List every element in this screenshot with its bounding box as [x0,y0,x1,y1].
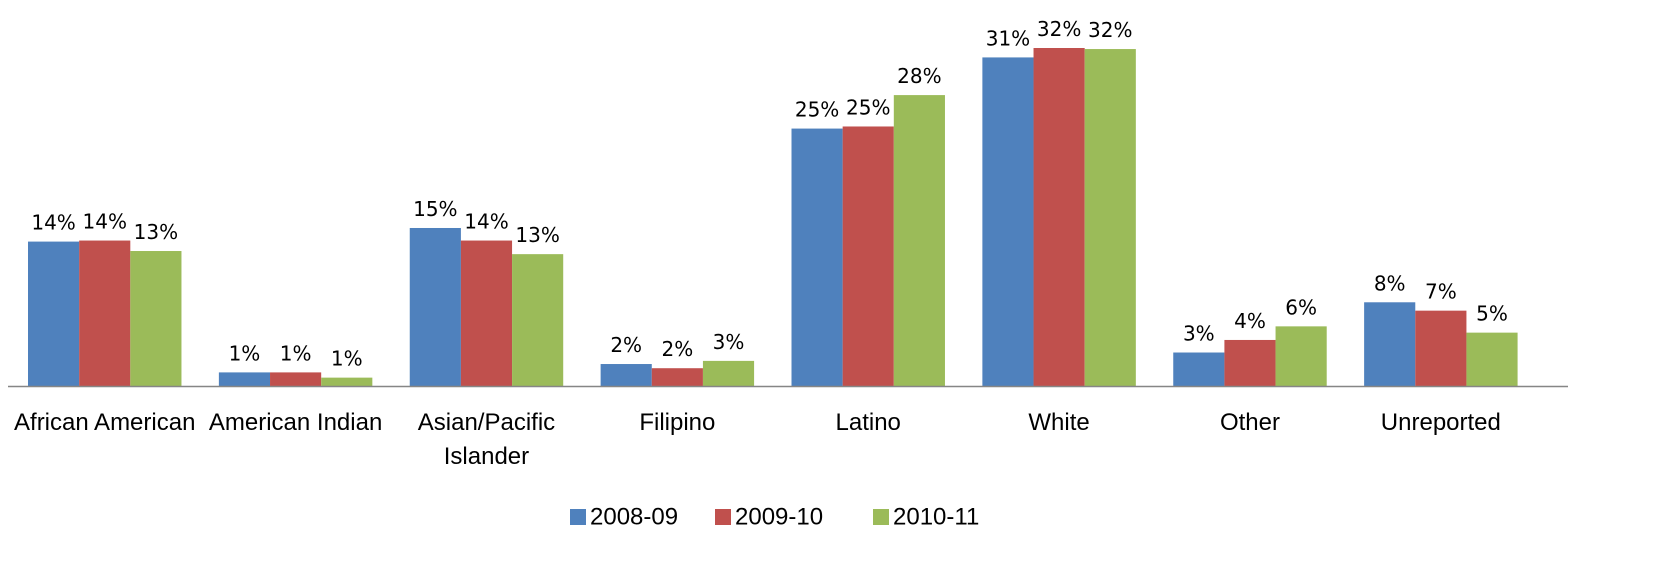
x-tick-label: Asian/Pacific Islander [417,409,556,470]
x-tick-label: Unreported [1380,409,1501,436]
bar [651,368,703,386]
bar [702,360,755,386]
bar [1173,352,1225,386]
bar [893,95,945,386]
bar [982,57,1034,386]
x-tick-label: African American [14,409,196,436]
x-tick-label: Other [1219,409,1280,436]
data-label: 14% [83,210,127,234]
bar [79,240,131,386]
data-label: 3% [1183,322,1215,346]
x-tick-label: Latino [835,409,901,436]
bar [791,128,843,386]
bar [130,251,182,386]
bar [1275,326,1327,386]
data-label: 14% [31,211,75,235]
bar [1466,332,1518,386]
data-label: 15% [413,197,457,221]
legend-label: 2010-11 [893,503,979,530]
data-label: 13% [515,223,559,247]
legend-swatch [570,509,586,525]
legend-label: 2008-09 [590,503,678,530]
legend-swatch [715,509,731,525]
data-label: 1% [280,341,312,365]
data-label: 31% [986,26,1030,50]
bar [1364,302,1416,386]
bar [460,240,513,386]
data-label: 5% [1476,302,1508,326]
data-label: 25% [846,95,890,119]
data-label: 32% [1088,18,1132,42]
bar [28,241,80,386]
bar [1084,49,1136,386]
data-label: 13% [134,220,178,244]
legend-swatch [873,509,889,525]
bar [321,377,373,386]
bar [409,227,461,386]
data-label: 3% [713,330,745,354]
data-label: 28% [897,64,941,88]
data-label: 4% [1234,309,1266,333]
data-label: 8% [1374,271,1406,295]
data-label: 1% [331,347,363,371]
legend-label: 2009-10 [735,503,823,530]
bar [600,364,652,386]
data-label: 1% [229,341,261,365]
bar [1033,48,1085,386]
x-tick-label: White [1028,409,1090,436]
bar [218,372,271,386]
data-label: 32% [1037,17,1081,41]
data-label: 2% [610,333,642,357]
data-label: 14% [464,210,508,234]
bar [842,126,894,386]
bar [1415,310,1467,386]
bar [1224,339,1276,386]
x-tick-label: Filipino [639,409,716,436]
data-label: 25% [795,98,839,122]
data-label: 2% [661,337,693,361]
data-label: 7% [1425,280,1457,304]
x-tick-label: American Indian [208,409,383,436]
bar [270,372,322,386]
data-label: 6% [1285,295,1317,319]
bar [512,254,564,386]
